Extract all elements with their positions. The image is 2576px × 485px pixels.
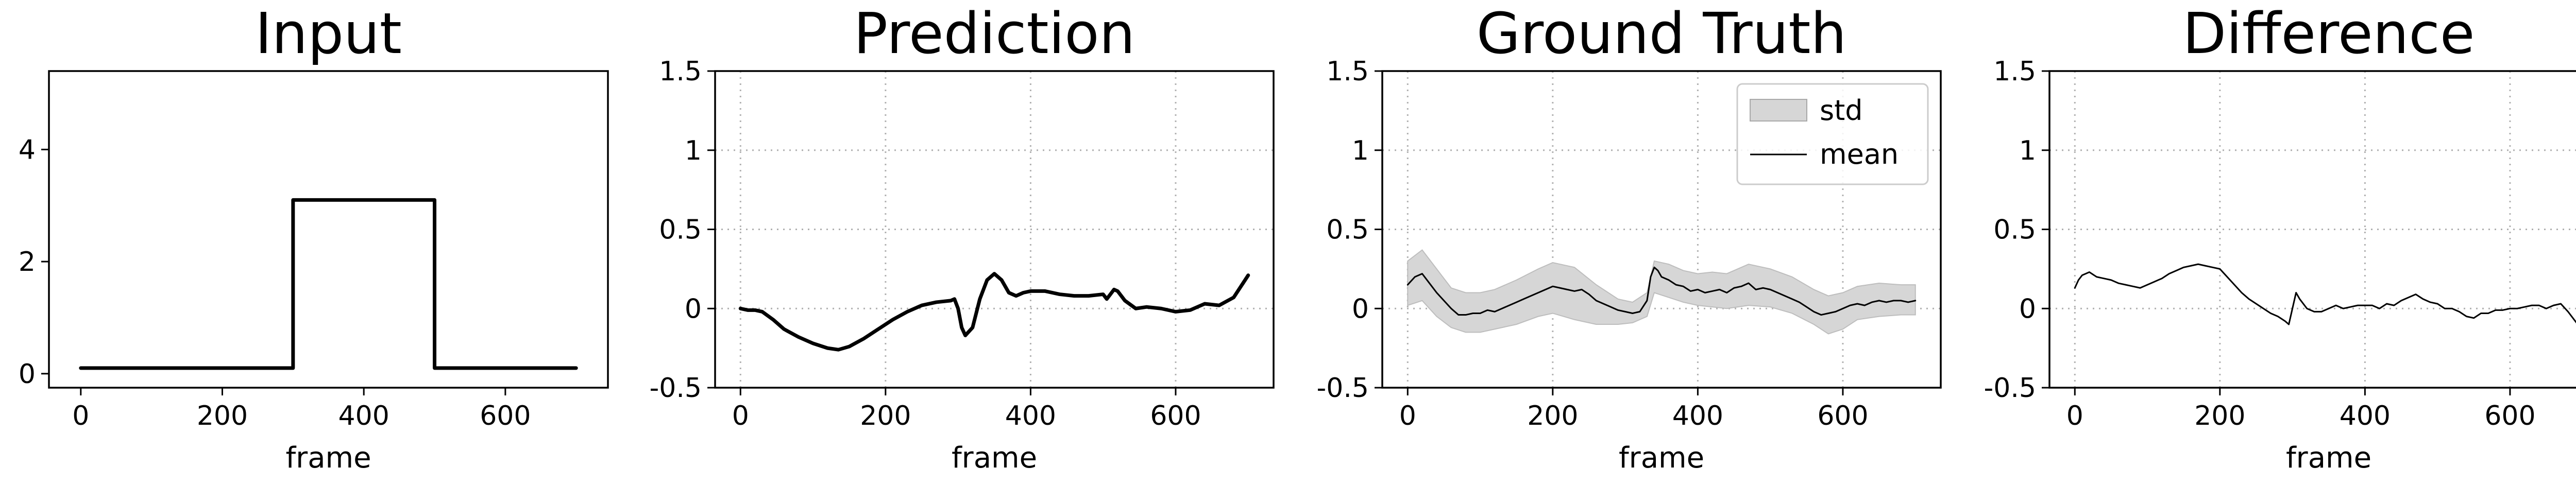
y-tick-label: 0.5 (659, 215, 702, 246)
x-tick-label: 600 (480, 401, 531, 431)
chart-title: Difference (2182, 1, 2475, 66)
y-tick-label: 1 (2019, 135, 2036, 166)
chart-title: Ground Truth (1477, 1, 1846, 66)
x-tick-label: 200 (197, 401, 248, 431)
std-band (1407, 249, 1916, 335)
legend-label: std (1820, 94, 1863, 127)
y-tick-label: 1.5 (1993, 56, 2036, 87)
y-tick-label: 4 (19, 134, 36, 165)
chart-title: Prediction (854, 1, 1135, 66)
x-tick-label: 400 (1005, 401, 1056, 431)
y-tick-label: -0.5 (650, 373, 702, 404)
y-tick-label: 0 (1352, 293, 1369, 324)
plot-area (79, 198, 578, 370)
y-tick-label: 0 (19, 359, 36, 390)
x-tick-label: 600 (2484, 401, 2535, 431)
x-tick-label: 600 (1817, 401, 1868, 431)
x-tick-label: 200 (860, 401, 911, 431)
chart-title: Input (255, 1, 402, 66)
x-tick-label: 400 (338, 401, 389, 431)
x-axis-label: frame (952, 441, 1037, 475)
x-tick-label: 600 (1150, 401, 1201, 431)
legend-std-swatch (1750, 99, 1807, 122)
x-tick-label: 0 (732, 401, 749, 431)
x-axis-label: frame (1619, 441, 1704, 475)
panel-1: 0 200 400 600 0 2 4 Input frame (19, 1, 609, 475)
y-tick-label: -0.5 (1984, 373, 2036, 404)
y-tick-label: 2 (19, 247, 36, 278)
axes-frame (48, 70, 609, 389)
y-tick-label: 1 (685, 135, 702, 166)
x-tick-label: 200 (2194, 401, 2245, 431)
series-line (738, 272, 1250, 352)
legend: std mean (1736, 83, 1929, 185)
x-tick-label: 200 (1527, 401, 1578, 431)
panel-3: 0 200 400 600 -0.5 0 0.5 1 1.5 Ground Truth frame s… (1317, 1, 1942, 475)
x-axis-label: frame (285, 441, 371, 475)
x-axis-label: frame (2286, 441, 2371, 475)
y-tick-label: 1.5 (659, 56, 702, 87)
x-tick-label: 0 (72, 401, 89, 431)
x-tick-label: 400 (1672, 401, 1723, 431)
plot-area (1406, 249, 1917, 335)
y-tick-label: 1.5 (1326, 56, 1369, 87)
axes-frame (2048, 70, 2576, 389)
plot-area (2074, 263, 2576, 325)
y-tick-label: 0 (2019, 293, 2036, 324)
series-line (79, 198, 578, 370)
y-tick-label: 1 (1352, 135, 1369, 166)
panel-4: 0 200 400 600 -0.5 0 0.5 1 1.5 Difference frame (1984, 1, 2576, 475)
y-tick-label: 0 (685, 293, 702, 324)
x-tick-label: 0 (1399, 401, 1416, 431)
y-tick-label: 0.5 (1326, 215, 1369, 246)
plot-area (738, 272, 1250, 352)
series-line (2074, 263, 2576, 325)
x-tick-label: 400 (2340, 401, 2391, 431)
mean-line (1406, 266, 1917, 316)
y-tick-label: -0.5 (1317, 373, 1369, 404)
legend-label: mean (1820, 138, 1899, 170)
x-tick-label: 0 (2066, 401, 2083, 431)
y-tick-label: 0.5 (1993, 215, 2036, 246)
panel-2: 0 200 400 600 -0.5 0 0.5 1 1.5 Prediction frame (650, 1, 1275, 475)
